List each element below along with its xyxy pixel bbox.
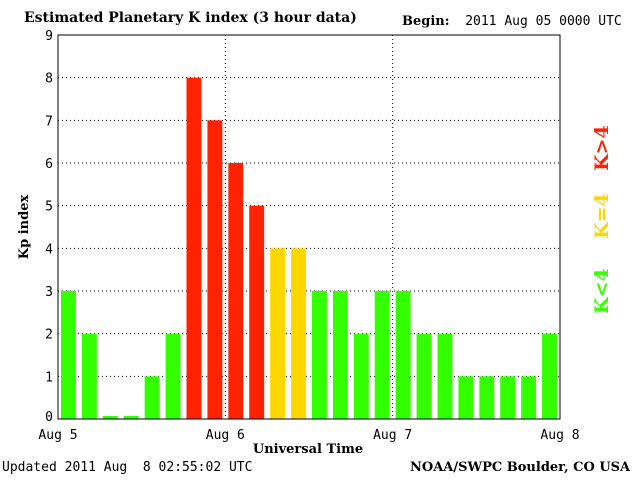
begin-value: 2011 Aug 05 0000 UTC [465,14,622,29]
y-tick-label: 1 [45,370,53,385]
kp-bar [395,291,411,419]
kp-bar [81,333,97,419]
kp-bar [500,376,516,419]
kp-bar [374,291,390,419]
begin-label: Begin: [402,14,450,29]
kp-bar [102,416,118,419]
x-tick-label: Aug 8 [540,428,579,443]
y-tick-labels: 0 1 2 3 4 5 6 7 8 9 [45,29,53,425]
kp-bar [479,376,495,419]
x-tick-label: Aug 7 [373,428,412,443]
kp-bar [144,376,160,419]
y-tick-label: 6 [45,157,53,172]
kp-bar [123,416,139,419]
kp-bar [416,333,432,419]
chart-title: Estimated Planetary K index (3 hour data… [24,10,357,26]
kp-bar [291,248,306,419]
grid-lines [58,35,560,419]
y-tick-label: 3 [45,285,53,300]
y-tick-label: 2 [45,328,53,343]
updated-timestamp: Updated 2011 Aug 8 02:55:02 UTC [2,460,253,475]
y-tick-label: 9 [45,29,53,44]
bar-series [61,77,557,420]
x-tick-label: Aug 6 [206,428,245,443]
kp-bar [249,205,265,419]
kp-bar [332,291,348,419]
y-tick-label: 5 [45,200,53,215]
begin-timestamp: Begin: 2011 Aug 05 0000 UTC [402,15,622,28]
kp-bar [437,333,453,419]
credit-line: NOAA/SWPC Boulder, CO USA [410,460,631,475]
x-tick-labels: Aug 5 Aug 6 Aug 7 Aug 8 [38,428,579,443]
plot-frame [57,34,561,420]
kp-bar [270,248,286,419]
kp-bar [165,333,181,419]
kp-bar [542,333,557,419]
y-tick-label: 7 [45,114,53,129]
kp-bar [521,376,537,419]
x-tick-label: Aug 5 [38,428,77,443]
x-axis-label: Universal Time [253,442,363,457]
kp-bar [207,120,223,419]
kp-bar [312,291,327,419]
y-tick-label: 0 [45,410,53,425]
kp-bar [458,376,474,419]
kp-bar [353,333,369,419]
y-axis-label: Kp index [17,195,32,260]
legend-equal-4: K=4 [591,193,613,239]
y-tick-label: 4 [45,242,53,257]
y-tick-label: 8 [45,72,53,87]
kp-bar [186,77,202,420]
legend-below-4: K<4 [591,268,613,314]
kp-bar [61,291,76,419]
kp-bar [228,163,244,419]
legend-above-4: K>4 [591,125,613,171]
